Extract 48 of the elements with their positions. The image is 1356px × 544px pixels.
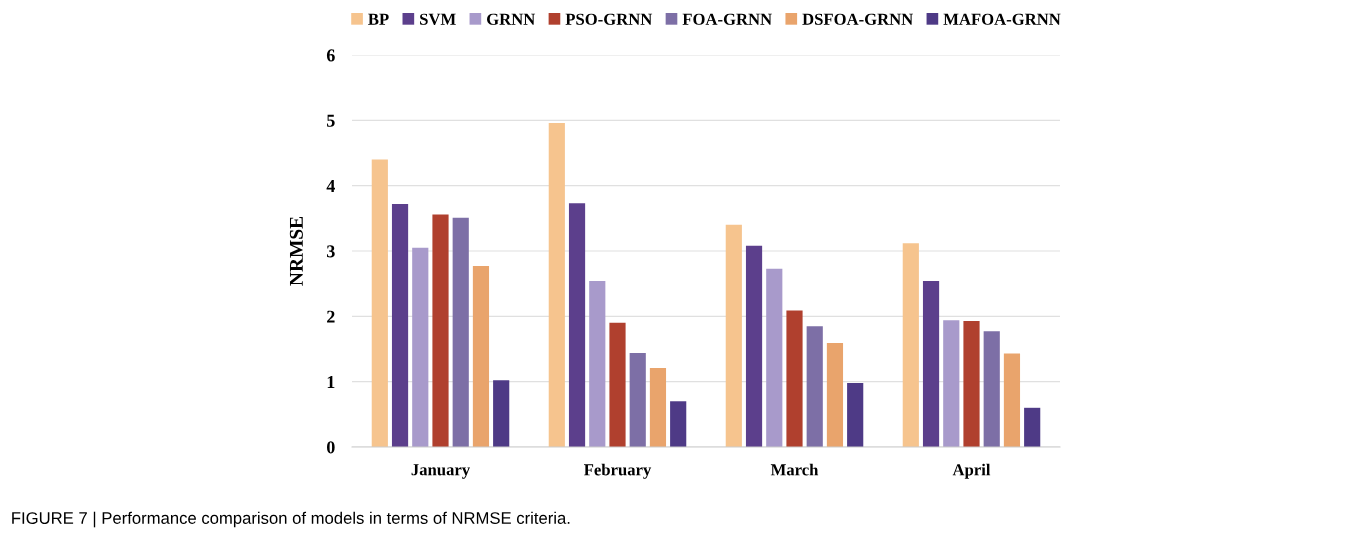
bar (391, 203, 409, 447)
bar (725, 224, 742, 447)
bar (766, 268, 783, 447)
bar (1003, 353, 1021, 447)
x-tick-label: April (952, 463, 991, 479)
bar (432, 214, 449, 447)
bar (922, 281, 940, 447)
bar (452, 217, 469, 447)
legend-label: DSFOA-GRNN (802, 13, 914, 25)
legend-label: FOA-GRNN (682, 13, 772, 25)
bar (902, 243, 919, 447)
legend-label: PSO-GRNN (565, 13, 653, 25)
bar (943, 320, 960, 447)
y-tick-label: 0 (326, 441, 335, 454)
bar (826, 343, 844, 447)
y-tick-label: 6 (326, 49, 335, 62)
y-tick-label: 2 (327, 310, 335, 323)
bar (806, 326, 823, 447)
y-tick-label: 5 (327, 114, 335, 127)
legend-label: MAFOA-GRNN (943, 13, 1061, 25)
y-axis-title: NRMSE (289, 216, 303, 286)
x-tick-label: March (770, 463, 819, 476)
bar (670, 401, 687, 447)
bar (847, 382, 864, 447)
bar (649, 367, 667, 447)
x-tick-label: January (411, 464, 470, 479)
bar (1024, 407, 1041, 447)
legend-label: SVM (420, 13, 456, 25)
y-tick-label: 1 (327, 376, 335, 388)
bar (786, 310, 803, 447)
bar (589, 281, 606, 447)
bar (963, 320, 980, 447)
bar (472, 266, 490, 447)
bar (412, 247, 429, 447)
x-tick-label: February (583, 463, 652, 479)
bar (371, 159, 388, 447)
bar (629, 352, 646, 447)
bar (568, 203, 586, 447)
bar (609, 322, 626, 447)
legend-label: GRNN (487, 13, 536, 25)
bar (983, 331, 1000, 447)
bar (493, 380, 510, 447)
bar (745, 245, 763, 447)
y-tick-label: 3 (326, 245, 335, 258)
caption: FIGURE 7 | Performance comparison of models in terms of NRMSE criteria. (12, 511, 570, 528)
bar (548, 122, 565, 447)
legend-label: BP (368, 13, 389, 25)
y-tick-label: 4 (326, 180, 335, 192)
